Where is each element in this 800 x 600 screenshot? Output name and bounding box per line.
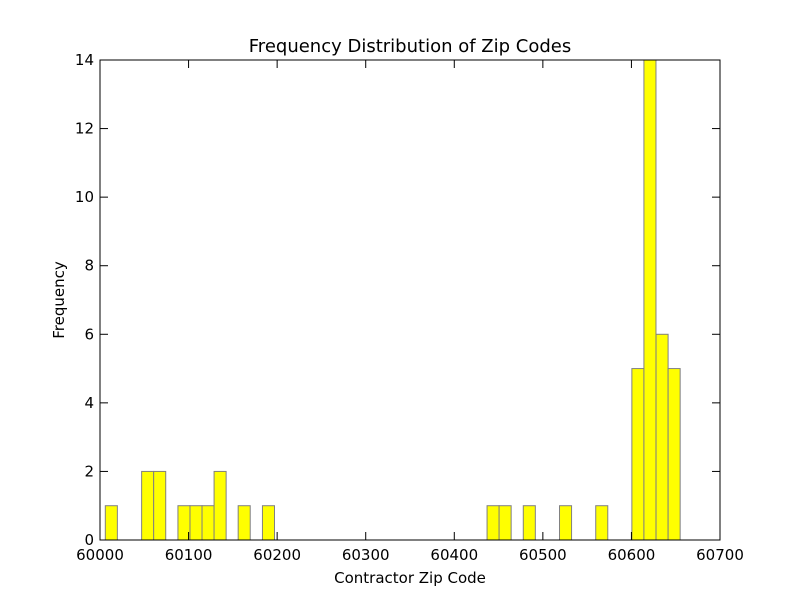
chart-title: Frequency Distribution of Zip Codes — [249, 36, 571, 57]
histogram-bar-11 — [522, 505, 536, 541]
y-tick-label-6: 12 — [75, 120, 94, 138]
x-tick-label-4: 60400 — [430, 546, 478, 564]
plot-frame — [99, 59, 721, 541]
x-axis-label: Contractor Zip Code — [334, 569, 486, 587]
x-tick-label-0: 60000 — [76, 546, 124, 564]
x-tick-label-2: 60200 — [253, 546, 301, 564]
y-tick-label-7: 14 — [75, 51, 94, 69]
histogram-bar-1 — [141, 470, 155, 541]
y-tick-labels: 0 2 4 6 8 10 12 14 — [75, 51, 94, 549]
y-tick-label-2: 4 — [84, 394, 94, 412]
x-tick-label-7: 60700 — [696, 546, 744, 564]
x-tick-label-5: 60500 — [519, 546, 567, 564]
y-tick-label-0: 0 — [84, 531, 94, 549]
y-axis-label: Frequency — [50, 261, 68, 339]
ticks-group — [99, 59, 721, 541]
x-tick-label-1: 60100 — [165, 546, 213, 564]
histogram-bar-0 — [104, 505, 118, 541]
x-tick-labels: 60000 60100 60200 60300 60400 60500 60600 60700 — [76, 546, 744, 564]
histogram-bar-14 — [631, 368, 645, 541]
histogram-bar-17 — [667, 368, 681, 541]
histogram-bar-5 — [201, 505, 215, 541]
histogram-bar-13 — [595, 505, 609, 541]
y-tick-label-3: 6 — [84, 325, 94, 343]
x-tick-label-3: 60300 — [342, 546, 390, 564]
histogram-bar-6 — [213, 470, 227, 541]
histogram-bar-10 — [498, 505, 512, 541]
histogram-bar-2 — [153, 470, 167, 541]
histogram-bar-16 — [655, 333, 669, 541]
y-tick-label-1: 2 — [84, 462, 94, 480]
histogram-bar-12 — [559, 505, 573, 541]
x-tick-label-6: 60600 — [608, 546, 656, 564]
histogram-bar-15 — [643, 59, 657, 541]
histogram-bar-8 — [261, 505, 275, 541]
bars-group — [104, 59, 681, 541]
y-tick-label-4: 8 — [84, 257, 94, 275]
histogram-bar-9 — [486, 505, 500, 541]
y-tick-label-5: 10 — [75, 188, 94, 206]
histogram-bar-7 — [237, 505, 251, 541]
histogram-bar-4 — [189, 505, 203, 541]
